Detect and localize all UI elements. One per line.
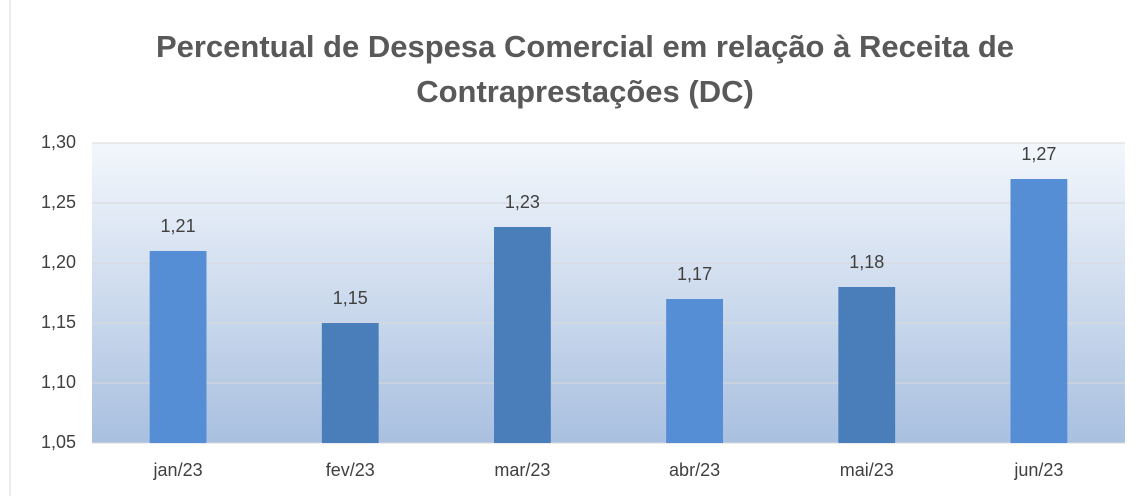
bar	[494, 227, 551, 443]
x-tick-label: mar/23	[494, 460, 550, 480]
bar	[321, 323, 379, 443]
data-label: 1,17	[677, 264, 712, 284]
bar	[838, 287, 896, 443]
data-label: 1,18	[849, 252, 884, 272]
y-tick-label: 1,10	[41, 372, 76, 392]
y-tick-label: 1,30	[41, 132, 76, 152]
data-label: 1,23	[505, 192, 540, 212]
data-label: 1,27	[1021, 144, 1056, 164]
plot-area	[92, 143, 1125, 443]
x-tick-label: abr/23	[669, 460, 720, 480]
bar	[1010, 179, 1068, 443]
chart-title: Percentual de Despesa Comercial em relaç…	[155, 29, 1015, 109]
y-tick-label: 1,25	[41, 192, 76, 212]
x-tick-label: jan/23	[153, 460, 203, 480]
data-label: 1,21	[161, 216, 196, 236]
bar	[666, 299, 723, 443]
y-tick-label: 1,05	[41, 432, 76, 452]
x-tick-label: jun/23	[1013, 460, 1063, 480]
x-tick-label: fev/23	[326, 460, 375, 480]
data-label: 1,15	[333, 288, 368, 308]
y-tick-label: 1,20	[41, 252, 76, 272]
bar	[149, 251, 207, 443]
x-tick-label: mai/23	[840, 460, 894, 480]
y-tick-label: 1,15	[41, 312, 76, 332]
